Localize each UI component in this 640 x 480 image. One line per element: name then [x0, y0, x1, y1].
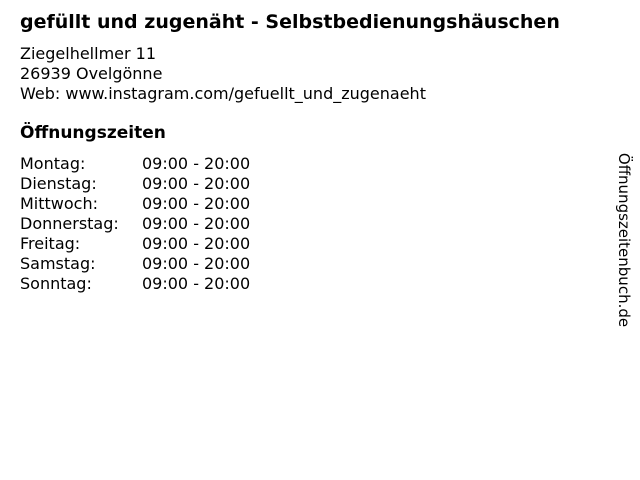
hours-heading: Öffnungszeiten — [20, 123, 166, 143]
watermark-oeffnungszeitenbuch: Öffnungszeitenbuch.de — [615, 152, 633, 328]
time-value: 09:00 - 20:00 — [142, 254, 251, 273]
day-label: Sonntag: — [20, 274, 92, 293]
hours-row-thursday: Donnerstag: 09:00 - 20:00 — [20, 214, 596, 234]
time-value: 09:00 - 20:00 — [142, 154, 251, 173]
time-value: 09:00 - 20:00 — [142, 214, 251, 233]
address-street: Ziegelhellmer 11 — [20, 44, 157, 63]
time-value: 09:00 - 20:00 — [142, 194, 251, 213]
main-content: gefüllt und zugenäht - Selbstbedienungsh… — [20, 0, 596, 294]
time-value: 09:00 - 20:00 — [142, 234, 251, 253]
day-label: Mittwoch: — [20, 194, 98, 213]
hours-row-wednesday: Mittwoch: 09:00 - 20:00 — [20, 194, 596, 214]
address-city: 26939 Ovelgönne — [20, 64, 163, 83]
address-web: Web: www.instagram.com/gefuellt_und_zuge… — [20, 84, 426, 103]
day-label: Donnerstag: — [20, 214, 119, 233]
hours-row-saturday: Samstag: 09:00 - 20:00 — [20, 254, 596, 274]
page-title: gefüllt und zugenäht - Selbstbedienungsh… — [20, 11, 560, 33]
day-label: Samstag: — [20, 254, 96, 273]
hours-row-monday: Montag: 09:00 - 20:00 — [20, 154, 596, 174]
day-label: Freitag: — [20, 234, 81, 253]
time-value: 09:00 - 20:00 — [142, 274, 251, 293]
day-label: Montag: — [20, 154, 86, 173]
hours-table: Montag: 09:00 - 20:00 Dienstag: 09:00 - … — [20, 154, 596, 294]
address-block: Ziegelhellmer 11 26939 Ovelgönne Web: ww… — [20, 44, 596, 104]
day-label: Dienstag: — [20, 174, 97, 193]
hours-row-friday: Freitag: 09:00 - 20:00 — [20, 234, 596, 254]
hours-row-tuesday: Dienstag: 09:00 - 20:00 — [20, 174, 596, 194]
hours-row-sunday: Sonntag: 09:00 - 20:00 — [20, 274, 596, 294]
time-value: 09:00 - 20:00 — [142, 174, 251, 193]
